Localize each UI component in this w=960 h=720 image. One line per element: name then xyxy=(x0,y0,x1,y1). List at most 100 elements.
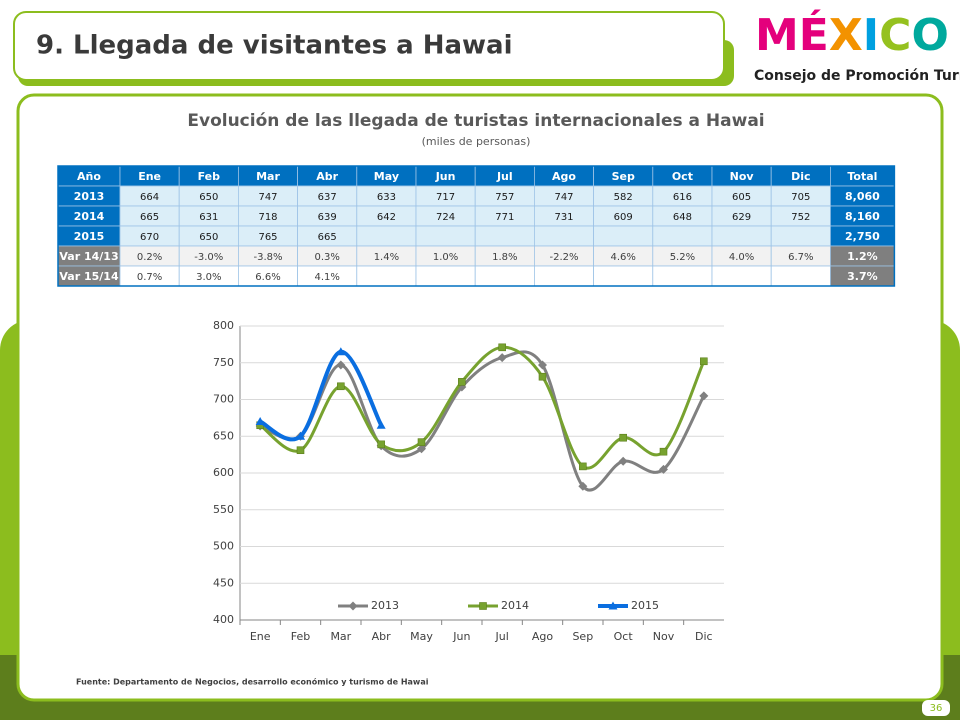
marker xyxy=(417,444,426,454)
cell-text: 1.0% xyxy=(433,252,458,263)
cell-text: 731 xyxy=(554,212,573,223)
marker xyxy=(699,391,709,401)
page-badge xyxy=(922,700,950,716)
cell-text: 752 xyxy=(791,212,810,223)
marker xyxy=(498,343,506,352)
cell-text: 6.6% xyxy=(255,272,280,283)
cell-text: 1.8% xyxy=(492,252,517,263)
cell-text: 2014 xyxy=(74,210,105,223)
table-cell xyxy=(415,265,476,287)
cell-text: 665 xyxy=(318,232,337,243)
marker xyxy=(337,382,345,391)
marker xyxy=(538,372,547,381)
x-tick-label: Sep xyxy=(572,630,593,643)
x-tick-label: Nov xyxy=(653,630,675,643)
marker xyxy=(417,438,426,446)
cell-text: 616 xyxy=(673,192,692,203)
marker xyxy=(579,462,587,471)
table-cell xyxy=(415,225,476,247)
cell-text: Jul xyxy=(496,170,513,183)
table-cell xyxy=(652,265,713,287)
cell-text: 650 xyxy=(199,232,218,243)
x-tick-label: Jun xyxy=(452,630,470,643)
marker xyxy=(296,446,305,455)
marker xyxy=(659,464,668,474)
cell-text: 747 xyxy=(258,192,277,203)
cell-text: 4.1% xyxy=(314,272,339,283)
table-cell xyxy=(534,265,595,287)
legend-label: 2015 xyxy=(631,599,659,612)
cell-text: 665 xyxy=(140,212,159,223)
cell-text: 8,160 xyxy=(845,210,880,223)
cell-text: Año xyxy=(77,170,101,183)
table-cell xyxy=(593,265,654,287)
cell-text: Jun xyxy=(435,170,456,183)
y-tick-label: 750 xyxy=(213,356,234,369)
table-cell xyxy=(770,225,831,247)
logo-letter: M xyxy=(755,10,799,61)
marker xyxy=(700,357,708,366)
marker xyxy=(497,353,507,363)
cell-text: 582 xyxy=(614,192,633,203)
table-cell xyxy=(356,225,417,247)
y-tick-label: 500 xyxy=(213,540,234,553)
cell-text: 717 xyxy=(436,192,455,203)
table-cell xyxy=(652,225,713,247)
cell-text: Feb xyxy=(198,170,221,183)
marker xyxy=(458,378,466,386)
table-subtitle: (miles de personas) xyxy=(422,135,531,148)
x-tick-label: Dic xyxy=(695,630,713,643)
x-tick-label: Ago xyxy=(532,630,554,643)
x-tick-label: Ene xyxy=(250,630,271,643)
cell-text: 718 xyxy=(258,212,277,223)
cell-text: 633 xyxy=(377,192,396,203)
table-cell xyxy=(711,225,772,247)
table-cell xyxy=(474,225,535,247)
cell-text: 670 xyxy=(140,232,159,243)
table: Año Ene Feb Mar Abr May Jun Jul Ago Sep Oct Nov Dic T… xyxy=(57,165,896,287)
logo-letter: O xyxy=(911,10,948,61)
cell-text: 765 xyxy=(258,232,277,243)
marker xyxy=(336,360,346,370)
x-tick-label: Oct xyxy=(614,630,634,643)
x-tick-label: Jul xyxy=(495,630,509,643)
marker xyxy=(578,481,588,491)
y-tick-label: 800 xyxy=(213,319,234,332)
slide-title: 9. Llegada de visitantes a Hawai xyxy=(36,31,513,61)
cell-text: 6.7% xyxy=(788,252,813,263)
legend-label: 2013 xyxy=(371,599,399,612)
cell-text: Var 15/14 xyxy=(59,270,119,283)
cell-text: 2015 xyxy=(74,230,105,243)
table-cell xyxy=(770,265,831,287)
logo-letter: X xyxy=(829,10,863,61)
cell-text: 0.7% xyxy=(137,272,162,283)
cell-text: 724 xyxy=(436,212,455,223)
cell-text: 650 xyxy=(199,192,218,203)
cell-text: Sep xyxy=(612,170,635,183)
series-line xyxy=(259,349,383,442)
page-number: 36 xyxy=(930,703,943,714)
cell-text: 4.6% xyxy=(610,252,635,263)
cell-text: Mar xyxy=(256,170,280,183)
cell-text: -3.0% xyxy=(194,252,223,263)
legend-marker xyxy=(608,601,618,610)
cell-text: 637 xyxy=(318,192,337,203)
header-box xyxy=(13,11,725,81)
marker xyxy=(538,360,547,370)
cell-text: 664 xyxy=(140,192,159,203)
y-tick-label: 600 xyxy=(213,466,234,479)
y-tick-label: 650 xyxy=(213,429,234,442)
marker xyxy=(618,456,628,466)
cell-text: May xyxy=(374,170,399,183)
cell-text: -3.8% xyxy=(253,252,282,263)
cell-text: 3.0% xyxy=(196,272,221,283)
cell-text: Abr xyxy=(316,170,338,183)
table-cell xyxy=(593,225,654,247)
cell-text: 771 xyxy=(495,212,514,223)
x-tick-label: May xyxy=(410,630,433,643)
marker xyxy=(296,431,305,440)
table-cell xyxy=(534,225,595,247)
cell-text: 2013 xyxy=(74,190,105,203)
logo: MÉXICO xyxy=(755,8,949,61)
